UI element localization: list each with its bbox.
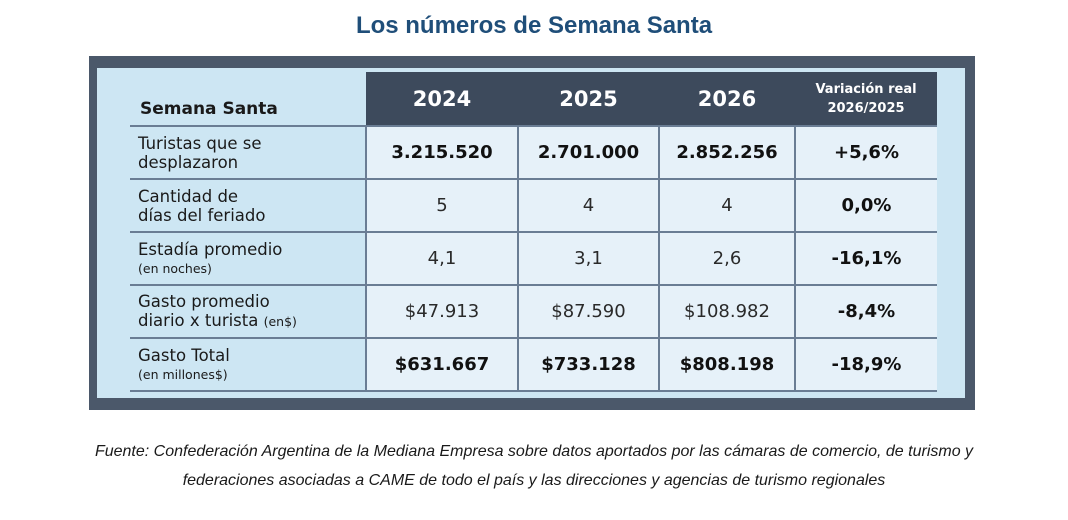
table-row-turistas: Turistas que se desplazaron 3.215.520 2.… <box>130 125 937 179</box>
page-title: Los números de Semana Santa <box>355 12 713 39</box>
cell-2026: 4 <box>659 178 796 232</box>
row-label-line1: Gasto promedio <box>138 292 270 311</box>
table-row-gasto-total: Gasto Total (en millones$) $631.667 $733… <box>130 337 937 392</box>
header-variation-line2: 2026/2025 <box>827 100 905 116</box>
header-variation: Variación real 2026/2025 <box>795 72 937 126</box>
cell-variation: 0,0% <box>795 178 937 232</box>
row-label-line1: Turistas que se <box>138 133 262 153</box>
cell-2025: $733.128 <box>518 337 660 392</box>
header-variation-line1: Variación real <box>815 81 917 97</box>
row-label-line2-wrap: diario x turista (en$) <box>138 311 365 331</box>
row-label-line2: (en millones$) <box>138 366 228 382</box>
cell-2025: 2.701.000 <box>518 125 660 179</box>
source-caption: Fuente: Confederación Argentina de la Me… <box>0 437 1068 495</box>
row-label: Estadía promedio (en noches) <box>130 231 367 285</box>
cell-2026: $108.982 <box>659 284 796 338</box>
cell-2025: 4 <box>518 178 660 232</box>
row-label: Cantidad de días del feriado <box>130 178 367 232</box>
table-row-dias-feriado: Cantidad de días del feriado 5 4 4 0,0% <box>130 178 937 232</box>
cell-2024: 5 <box>366 178 519 232</box>
row-label-line1: Gasto Total <box>138 345 230 365</box>
cell-2026: 2,6 <box>659 231 796 285</box>
table-row-estadia: Estadía promedio (en noches) 4,1 3,1 2,6… <box>130 231 937 285</box>
cell-2026: $808.198 <box>659 337 796 392</box>
cell-2025: 3,1 <box>518 231 660 285</box>
row-label-line1: Cantidad de <box>138 186 239 206</box>
row-label: Gasto promedio diario x turista (en$) <box>130 284 367 338</box>
header-year-2026: 2026 <box>659 72 795 126</box>
cell-variation: -8,4% <box>795 284 937 338</box>
cell-2024: 4,1 <box>366 231 519 285</box>
row-label-suffix: (en$) <box>263 314 297 329</box>
cell-2024: 3.215.520 <box>366 125 519 179</box>
row-label-line2: desplazaron <box>138 152 239 172</box>
table-row-gasto-diario: Gasto promedio diario x turista (en$) $4… <box>130 284 937 338</box>
semana-santa-table: Semana Santa 2024 2025 2026 Variación re… <box>130 72 937 392</box>
cell-variation: +5,6% <box>795 125 937 179</box>
row-label-line1: Estadía promedio <box>138 239 283 259</box>
cell-variation: -18,9% <box>795 337 937 392</box>
cell-2025: $87.590 <box>518 284 660 338</box>
table-header-row: Semana Santa 2024 2025 2026 Variación re… <box>130 72 937 126</box>
cell-2024: $631.667 <box>366 337 519 392</box>
header-year-2025: 2025 <box>518 72 659 126</box>
cell-variation: -16,1% <box>795 231 937 285</box>
row-label-line2: días del feriado <box>138 205 266 225</box>
row-label-line2: (en noches) <box>138 260 212 276</box>
header-year-2024: 2024 <box>366 72 518 126</box>
row-label: Gasto Total (en millones$) <box>130 337 367 392</box>
header-label: Semana Santa <box>140 99 278 119</box>
source-line1: Fuente: Confederación Argentina de la Me… <box>94 443 974 460</box>
source-line2: federaciones asociadas a CAME de todo el… <box>182 472 886 489</box>
row-label: Turistas que se desplazaron <box>130 125 367 179</box>
cell-2026: 2.852.256 <box>659 125 796 179</box>
row-label-line2: diario x turista <box>138 311 259 330</box>
cell-2024: $47.913 <box>366 284 519 338</box>
